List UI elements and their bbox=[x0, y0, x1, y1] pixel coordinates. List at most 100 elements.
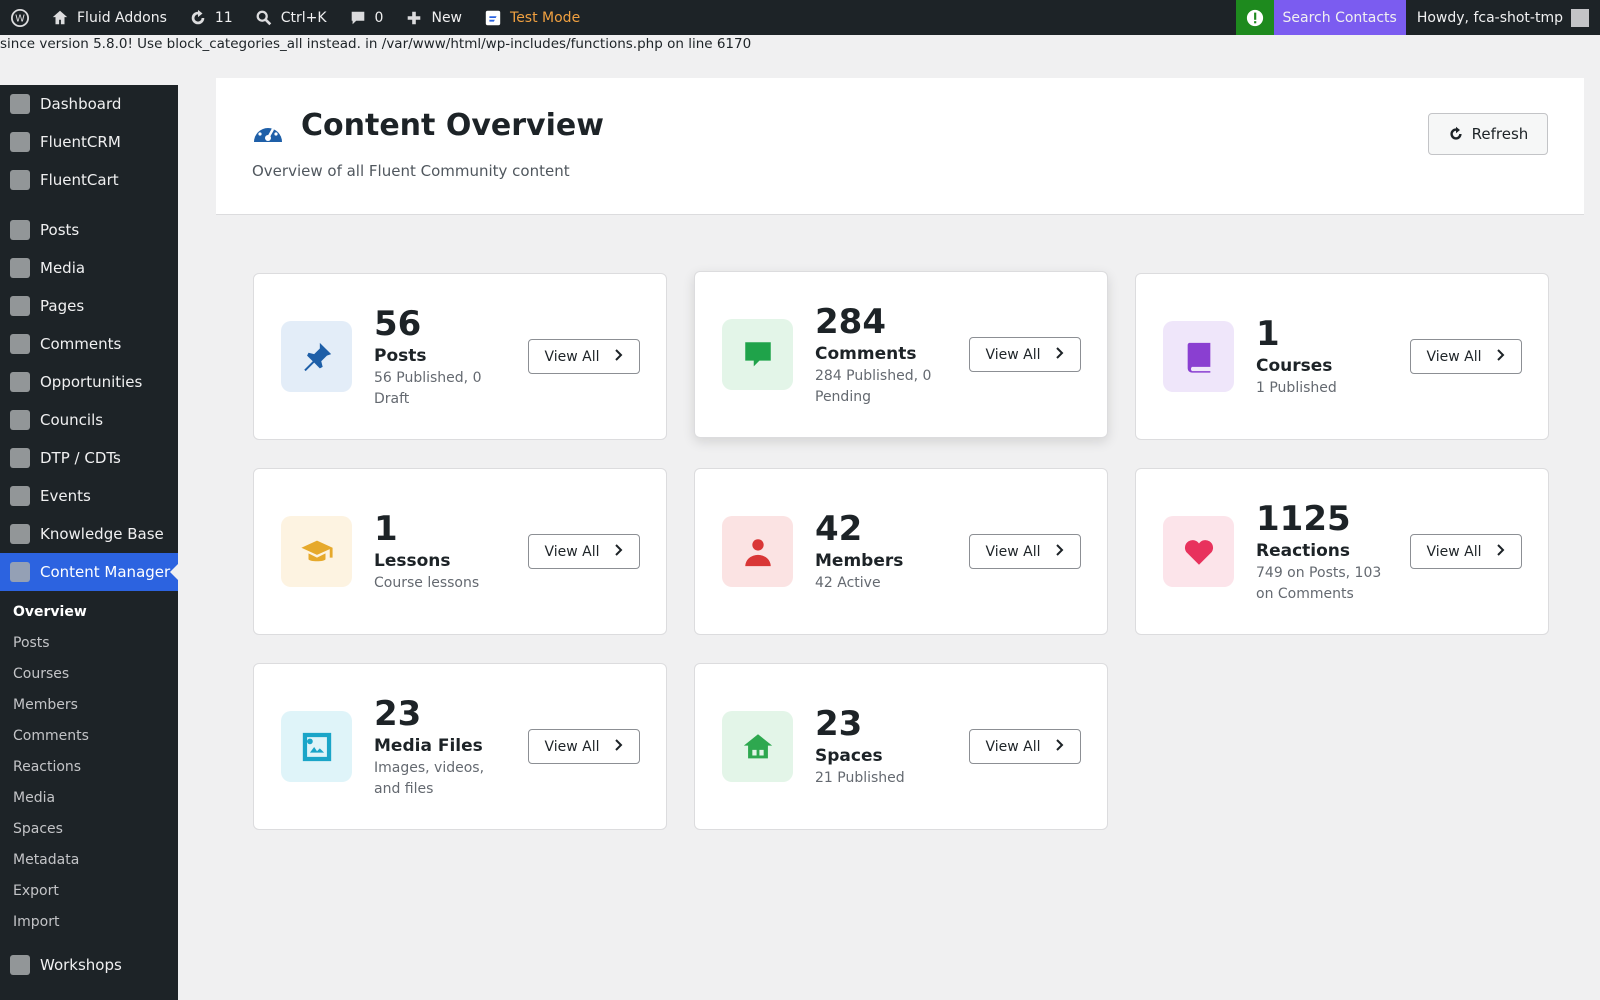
view-all-button[interactable]: View All bbox=[528, 729, 640, 764]
view-all-button[interactable]: View All bbox=[969, 729, 1081, 764]
search-contacts[interactable]: Search Contacts bbox=[1273, 0, 1406, 35]
site-link[interactable]: Fluid Addons bbox=[40, 0, 178, 35]
submenu-item[interactable]: Reactions bbox=[13, 759, 82, 775]
submenu-item[interactable]: Comments bbox=[13, 728, 89, 744]
updates-count: 11 bbox=[214, 9, 233, 26]
submenu-item[interactable]: Courses bbox=[13, 666, 70, 682]
submenu-item[interactable]: Members bbox=[13, 697, 78, 713]
menu-item[interactable]: Posts bbox=[0, 211, 178, 249]
card-detail: 42 Active bbox=[815, 575, 881, 591]
search-shortcut: Ctrl+K bbox=[280, 9, 327, 26]
card-count: 42 bbox=[815, 509, 863, 549]
menu-separator bbox=[0, 199, 178, 211]
menu-item[interactable]: Dashboard bbox=[0, 85, 178, 123]
card-text: 23 Spaces 21 Published bbox=[815, 664, 955, 829]
submenu-item[interactable]: Posts bbox=[13, 635, 50, 651]
menu-item[interactable]: Content Manager bbox=[0, 553, 178, 591]
menu-icon bbox=[10, 170, 30, 190]
page-title: Content Overview bbox=[301, 108, 604, 143]
view-all-button[interactable]: View All bbox=[528, 339, 640, 374]
card-label: Media Files bbox=[374, 735, 483, 756]
menu-icon bbox=[10, 524, 30, 544]
menu-item[interactable]: FluentCart bbox=[0, 161, 178, 199]
submenu: Overview Posts Courses Members Comments React… bbox=[0, 591, 178, 946]
button-label: View All bbox=[544, 738, 600, 755]
updates-link[interactable]: 11 bbox=[178, 0, 244, 35]
card-detail: 21 Published bbox=[815, 770, 905, 786]
card-label: Lessons bbox=[374, 551, 451, 571]
button-label: View All bbox=[985, 738, 1041, 755]
menu-label: FluentCRM bbox=[40, 133, 121, 151]
card-detail: 284 Published, 0 Pending bbox=[815, 367, 932, 405]
search-link[interactable]: Ctrl+K bbox=[244, 0, 338, 35]
menu-item[interactable]: Pages bbox=[0, 287, 178, 325]
menu-icon bbox=[10, 448, 30, 468]
submenu-item[interactable]: Media bbox=[13, 790, 56, 806]
menu-item[interactable]: Media bbox=[0, 249, 178, 287]
test-mode-link[interactable]: Test Mode bbox=[473, 0, 591, 35]
chevron bbox=[614, 738, 624, 755]
stat-card: 42 Members 42 Active View All bbox=[694, 468, 1108, 635]
refresh-button[interactable]: Refresh bbox=[1428, 113, 1548, 155]
card-count: 23 bbox=[815, 704, 863, 744]
comments-count: 0 bbox=[374, 9, 384, 26]
submenu-item[interactable]: Spaces bbox=[13, 821, 63, 837]
chevron bbox=[1055, 738, 1065, 755]
svg-text:W: W bbox=[15, 13, 25, 24]
menu-item[interactable]: Workshops bbox=[0, 946, 178, 984]
menu-item[interactable]: DTP / CDTs bbox=[0, 439, 178, 477]
alert-icon[interactable] bbox=[1235, 0, 1274, 35]
button-label: View All bbox=[544, 348, 600, 365]
card-count: 1 bbox=[1256, 314, 1280, 354]
wp-logo[interactable]: W bbox=[0, 0, 40, 35]
menu-item[interactable]: Knowledge Base bbox=[0, 515, 178, 553]
card-glyph bbox=[744, 341, 771, 366]
menu-item[interactable]: Events bbox=[0, 477, 178, 515]
submenu-item[interactable]: Import bbox=[13, 914, 60, 930]
new-link[interactable]: New bbox=[394, 0, 473, 35]
card-text: 56 Posts 56 Published, 0 Draft bbox=[374, 274, 514, 439]
chevron bbox=[1496, 348, 1506, 365]
account-menu[interactable]: Howdy, fca-shot-tmp bbox=[1406, 0, 1600, 35]
avatar bbox=[1571, 8, 1589, 27]
card-detail: 1 Published bbox=[1256, 380, 1337, 396]
menu-item[interactable]: FluentCRM bbox=[0, 123, 178, 161]
submenu-item[interactable]: Export bbox=[13, 883, 59, 899]
admin-bar: W Fluid Addons 11 Ctrl+K 0 New Test Mode… bbox=[0, 0, 1600, 35]
submenu-item[interactable]: Metadata bbox=[13, 852, 80, 868]
view-all-button[interactable]: View All bbox=[1410, 534, 1522, 569]
submenu-item[interactable]: Overview bbox=[13, 604, 87, 620]
howdy-label: Howdy, fca-shot-tmp bbox=[1416, 9, 1563, 26]
menu-label: Councils bbox=[40, 411, 104, 429]
menu-label: Pages bbox=[40, 297, 85, 315]
stat-card: 56 Posts 56 Published, 0 Draft View All bbox=[253, 273, 667, 440]
menu-item[interactable]: Comments bbox=[0, 325, 178, 363]
card-count: 56 bbox=[374, 303, 422, 344]
card-detail: Course lessons bbox=[374, 575, 480, 591]
card-label: Members bbox=[815, 551, 904, 571]
refresh-icon bbox=[1450, 126, 1462, 140]
menu-item[interactable]: Councils bbox=[0, 401, 178, 439]
view-all-button[interactable]: View All bbox=[969, 534, 1081, 569]
card-glyph bbox=[1184, 539, 1213, 565]
card-icon bbox=[281, 711, 352, 782]
menu-icon bbox=[10, 334, 30, 354]
menu-label: Workshops bbox=[40, 956, 122, 974]
menu-icon bbox=[10, 955, 30, 975]
card-icon bbox=[281, 321, 352, 392]
menu-item[interactable]: Opportunities bbox=[0, 363, 178, 401]
menu-icon bbox=[10, 258, 30, 278]
menu-label: Content Manager bbox=[40, 563, 171, 581]
view-all-button[interactable]: View All bbox=[528, 534, 640, 569]
card-count: 284 bbox=[815, 301, 886, 342]
comments-link[interactable]: 0 bbox=[338, 0, 395, 35]
button-label: View All bbox=[1426, 348, 1482, 365]
card-detail: Images, videos, and files bbox=[374, 759, 485, 797]
view-all-button[interactable]: View All bbox=[1410, 339, 1522, 374]
page-header: Content Overview Overview of all Fluent … bbox=[216, 78, 1584, 215]
view-all-button[interactable]: View All bbox=[969, 337, 1081, 372]
test-mode-label: Test Mode bbox=[510, 9, 581, 26]
card-label: Posts bbox=[374, 345, 427, 366]
